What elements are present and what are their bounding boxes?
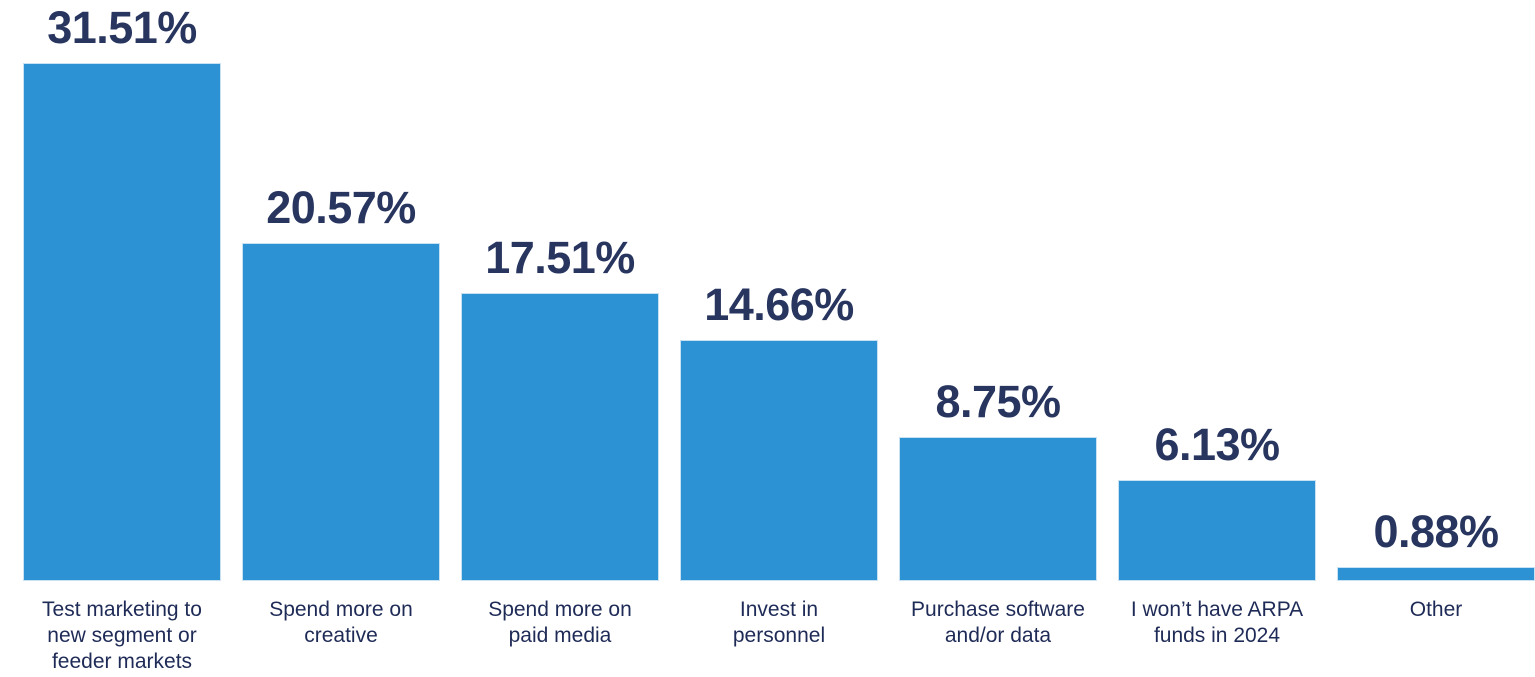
category-label-line: personnel bbox=[732, 624, 826, 647]
category-label-line: paid media bbox=[508, 624, 612, 647]
bar-0 bbox=[23, 63, 221, 581]
bar-6 bbox=[1337, 566, 1535, 581]
bar-3 bbox=[680, 340, 878, 581]
category-label-line: I won’t have ARPA bbox=[1130, 598, 1304, 621]
category-label-4: Purchase software and/or data bbox=[878, 597, 1118, 649]
category-label-line: feeder markets bbox=[51, 650, 193, 673]
category-label-line: Invest in bbox=[739, 598, 819, 621]
category-label-line: Spend more on bbox=[269, 598, 413, 621]
bar-5 bbox=[1118, 480, 1316, 581]
value-label-2: 17.51% bbox=[485, 232, 635, 284]
category-label-0: Test marketing to new segment or feeder ma… bbox=[2, 597, 242, 675]
value-label-5: 6.13% bbox=[1154, 419, 1280, 471]
bar-1 bbox=[242, 242, 440, 581]
category-label-5: I won’t have ARPA funds in 2024 bbox=[1097, 597, 1337, 649]
value-label-6: 0.88% bbox=[1373, 505, 1499, 557]
category-label-3: Invest in personnel bbox=[659, 597, 899, 649]
category-label-line: Test marketing to bbox=[42, 598, 202, 621]
category-label-6: Other bbox=[1316, 597, 1535, 623]
category-label-2: Spend more on paid media bbox=[440, 597, 680, 649]
bar-4 bbox=[899, 437, 1097, 581]
category-label-1: Spend more on creative bbox=[221, 597, 461, 649]
category-label-line: new segment or bbox=[47, 624, 197, 647]
value-label-1: 20.57% bbox=[266, 181, 416, 233]
category-label-line: Spend more on bbox=[488, 598, 632, 621]
category-label-line: Other bbox=[1409, 598, 1463, 621]
value-label-3: 14.66% bbox=[704, 279, 854, 330]
category-label-line: and/or data bbox=[944, 624, 1052, 647]
value-label-4: 8.75% bbox=[935, 376, 1061, 428]
category-label-line: funds in 2024 bbox=[1153, 624, 1281, 647]
bar-2 bbox=[461, 293, 659, 581]
category-label-line: Purchase software bbox=[911, 598, 1085, 621]
value-label-0: 31.51% bbox=[47, 2, 197, 53]
category-label-line: creative bbox=[304, 624, 378, 647]
